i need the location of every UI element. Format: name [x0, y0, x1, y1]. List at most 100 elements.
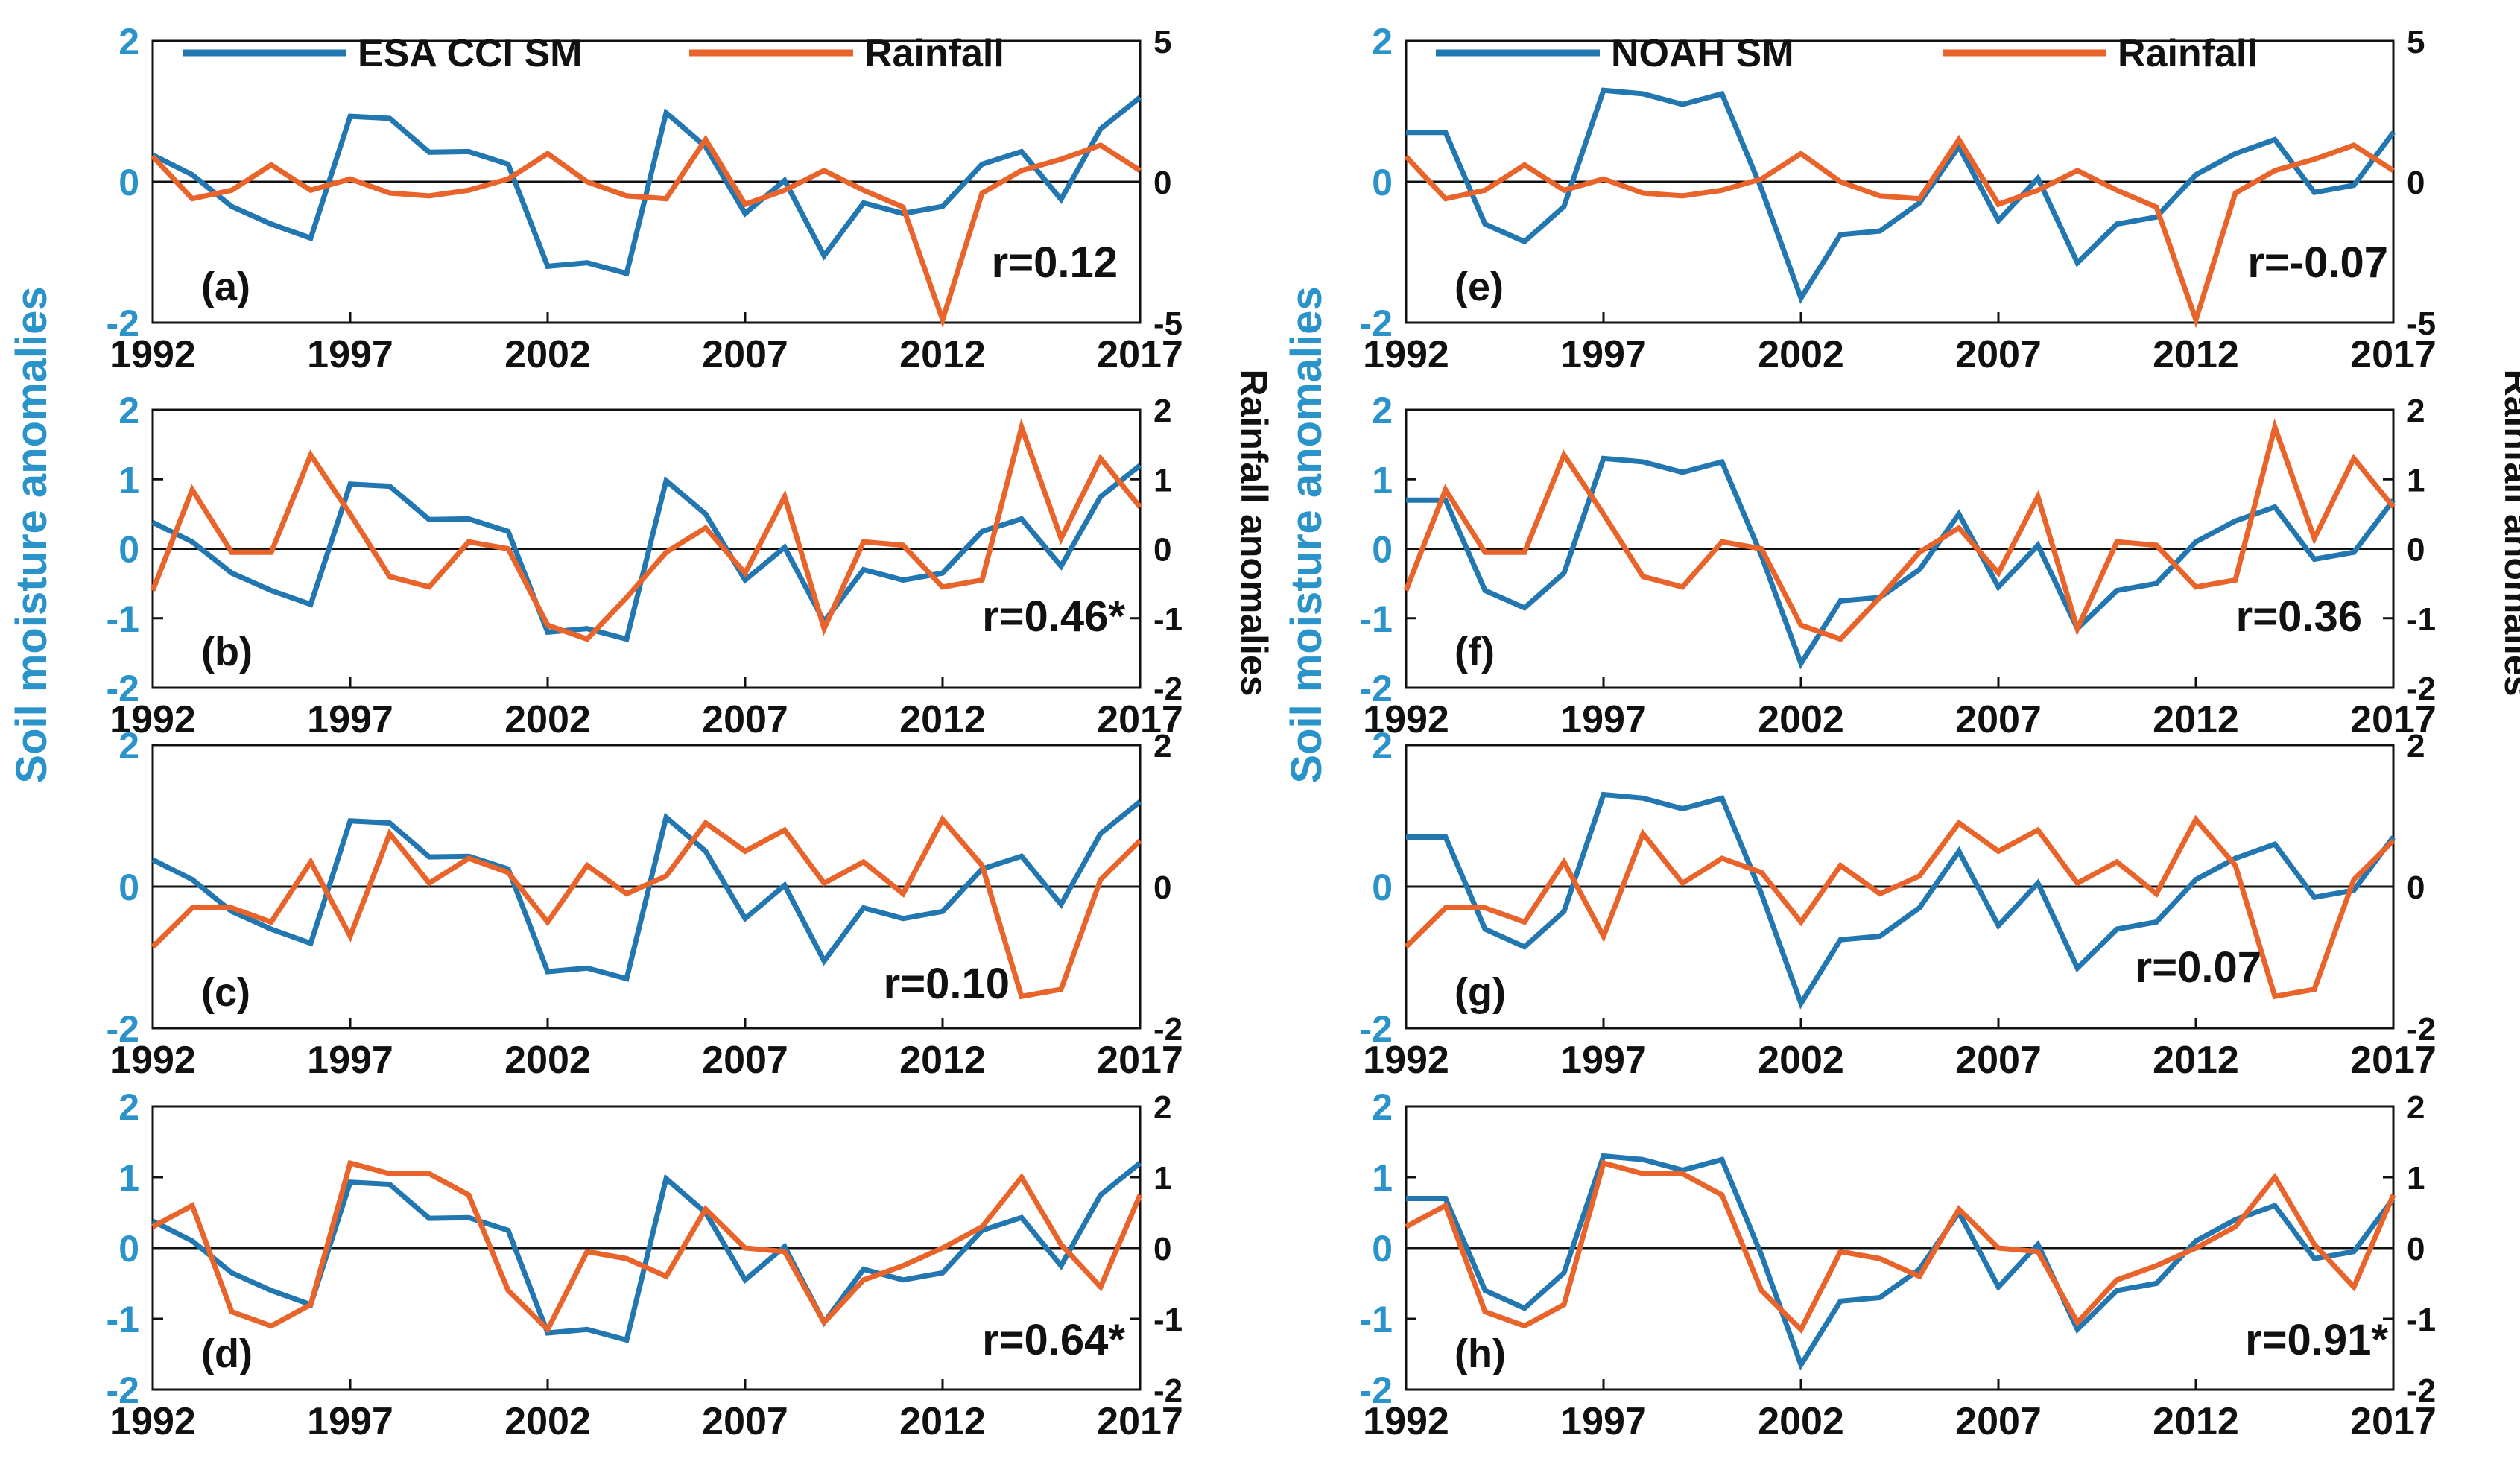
- x-tick-label: 2012: [2153, 698, 2239, 741]
- x-tick-label: 2002: [1758, 698, 1844, 741]
- x-tick-label: 2012: [899, 1039, 986, 1082]
- left-tick-label: -2: [107, 1008, 139, 1050]
- x-tick-label: 2002: [504, 698, 591, 741]
- right-tick-label: 2: [1153, 728, 1171, 764]
- x-tick-label: 1997: [1560, 1039, 1647, 1082]
- x-tick-label: 2007: [702, 698, 788, 741]
- legend-sm-label: NOAH SM: [1611, 32, 1794, 75]
- left-tick-label: 2: [118, 725, 139, 767]
- left-tick-label: 0: [118, 529, 139, 571]
- left-tick-label: 0: [1372, 162, 1393, 203]
- panel-c: -2 0 2 -2 0 2 1992 1997 2002 2007 2012 2017 (c) r=0.1…: [107, 725, 1183, 1082]
- x-tick-label: 1997: [307, 1400, 393, 1443]
- panel-label: (e): [1454, 265, 1504, 309]
- left-tick-label: 0: [118, 162, 139, 203]
- right-tick-label: 1: [1153, 462, 1171, 498]
- x-tick-label: 2017: [2350, 333, 2437, 376]
- left-tick-label: -2: [107, 303, 139, 344]
- right-tick-label: 2: [1153, 1089, 1171, 1126]
- right-tick-label: -2: [2407, 1011, 2436, 1048]
- x-tick-label: 2002: [1758, 1039, 1844, 1082]
- left-tick-label: 2: [1372, 725, 1393, 767]
- left-tick-label: 2: [118, 1086, 139, 1128]
- x-tick-label: 2012: [899, 1400, 986, 1443]
- panel-f: -2 -1 0 1 2 -2 -1 0 1 2 1992 1997 2002 2007 2012 2017 (f…: [1360, 390, 2437, 741]
- correlation-annotation: r=0.46*: [982, 592, 1125, 641]
- soil-moisture-series-line: [1406, 791, 2396, 1010]
- x-tick-label: 1992: [1363, 698, 1449, 741]
- left-tick-label: -2: [1360, 1369, 1393, 1411]
- rainfall-axis-label: Rainfall anomalies: [1233, 369, 1275, 696]
- right-tick-label: -1: [1153, 1302, 1183, 1338]
- right-tick-label: 0: [2407, 870, 2425, 906]
- left-tick-label: 2: [1372, 21, 1393, 63]
- left-tick-label: 2: [118, 390, 139, 431]
- x-tick-label: 1997: [1560, 1400, 1647, 1443]
- x-tick-label: 2017: [1097, 333, 1183, 376]
- correlation-annotation: r=0.12: [992, 238, 1118, 287]
- left-tick-label: 2: [118, 21, 139, 63]
- panel-label: (a): [201, 265, 250, 309]
- left-tick-label: 0: [118, 867, 139, 908]
- right-tick-label: -2: [2407, 671, 2436, 707]
- right-tick-label: -2: [1153, 1372, 1183, 1409]
- left-tick-label: 0: [1372, 1228, 1393, 1270]
- x-tick-label: 2002: [504, 1400, 591, 1443]
- right-tick-label: -1: [2407, 1302, 2436, 1338]
- soil-moisture-series-line: [151, 463, 1142, 642]
- correlation-annotation: r=0.64*: [982, 1316, 1125, 1364]
- rainfall-series-line: [151, 814, 1142, 1000]
- left-tick-label: -1: [1360, 598, 1393, 640]
- x-tick-label: 2007: [1955, 1400, 2042, 1443]
- panel-label: (d): [201, 1331, 253, 1376]
- right-tick-label: 2: [2407, 1089, 2425, 1126]
- right-tick-label: 5: [1153, 24, 1171, 60]
- left-tick-label: -2: [1360, 668, 1393, 709]
- panel-g: -2 0 2 -2 0 2 1992 1997 2002 2007 2012 2017 (g) r=0.0…: [1360, 725, 2437, 1082]
- correlation-annotation: r=0.91*: [2245, 1316, 2388, 1364]
- panel-b: -2 -1 0 1 2 -2 -1 0 1 2 1992 1997 2002 2007 2012 2017 (b…: [107, 390, 1183, 741]
- right-tick-label: 2: [1153, 393, 1171, 429]
- rainfall-series-line: [150, 418, 1142, 642]
- x-tick-label: 2002: [504, 1039, 591, 1082]
- legend-rainfall-label: Rainfall: [2118, 32, 2258, 75]
- right-tick-label: -1: [2407, 601, 2436, 638]
- right-tick-label: 0: [1153, 1231, 1171, 1267]
- left-tick-label: -2: [1360, 303, 1393, 344]
- x-tick-label: 1992: [110, 1400, 196, 1443]
- left-y-axis-label: Soil moisture anomalies: [7, 286, 56, 783]
- soil-moisture-series-line: [1406, 1153, 2396, 1371]
- x-tick-label: 2012: [2153, 333, 2239, 376]
- panel-h: -2 -1 0 1 2 -2 -1 0 1 2 1992 1997 2002 2007 2012 2017 (h…: [1360, 1086, 2437, 1443]
- rainfall-series-line: [1404, 814, 2396, 1000]
- right-tick-label: 1: [1153, 1160, 1171, 1197]
- right-tick-label: -2: [1153, 671, 1183, 707]
- x-tick-label: 2007: [1955, 333, 2042, 376]
- correlation-annotation: r=0.10: [884, 960, 1010, 1008]
- left-tick-label: -2: [1360, 1008, 1393, 1050]
- x-tick-label: 2002: [1758, 1400, 1844, 1443]
- x-tick-label: 2017: [1097, 1400, 1183, 1443]
- x-tick-label: 1997: [307, 333, 393, 376]
- right-tick-label: 0: [1153, 870, 1171, 906]
- x-tick-label: 1992: [1363, 333, 1449, 376]
- rainfall-series-line: [1405, 1159, 2396, 1334]
- soil-moisture-series-line: [1406, 455, 2396, 670]
- left-tick-label: -1: [107, 1299, 139, 1340]
- left-tick-label: 2: [1372, 390, 1393, 431]
- right-tick-label: -1: [1153, 601, 1183, 638]
- x-tick-label: 1992: [110, 698, 196, 741]
- legend-sm-label: ESA CCI SM: [358, 32, 582, 75]
- right-tick-label: -5: [2407, 305, 2436, 342]
- x-tick-label: 2007: [702, 1039, 788, 1082]
- correlation-annotation: r=-0.07: [2247, 238, 2388, 287]
- legend-rainfall-label: Rainfall: [864, 32, 1004, 75]
- x-tick-label: 2017: [1097, 1039, 1183, 1082]
- x-tick-label: 2007: [1955, 698, 2042, 741]
- x-tick-label: 2012: [2153, 1400, 2239, 1443]
- panel-a: -2 0 2 -5 0 5 1992 1997 2002 2007 2012 2017 ESA CCI …: [107, 21, 1183, 376]
- x-tick-label: 1992: [110, 333, 196, 376]
- x-tick-label: 1992: [110, 1039, 196, 1082]
- left-tick-label: -2: [107, 668, 139, 709]
